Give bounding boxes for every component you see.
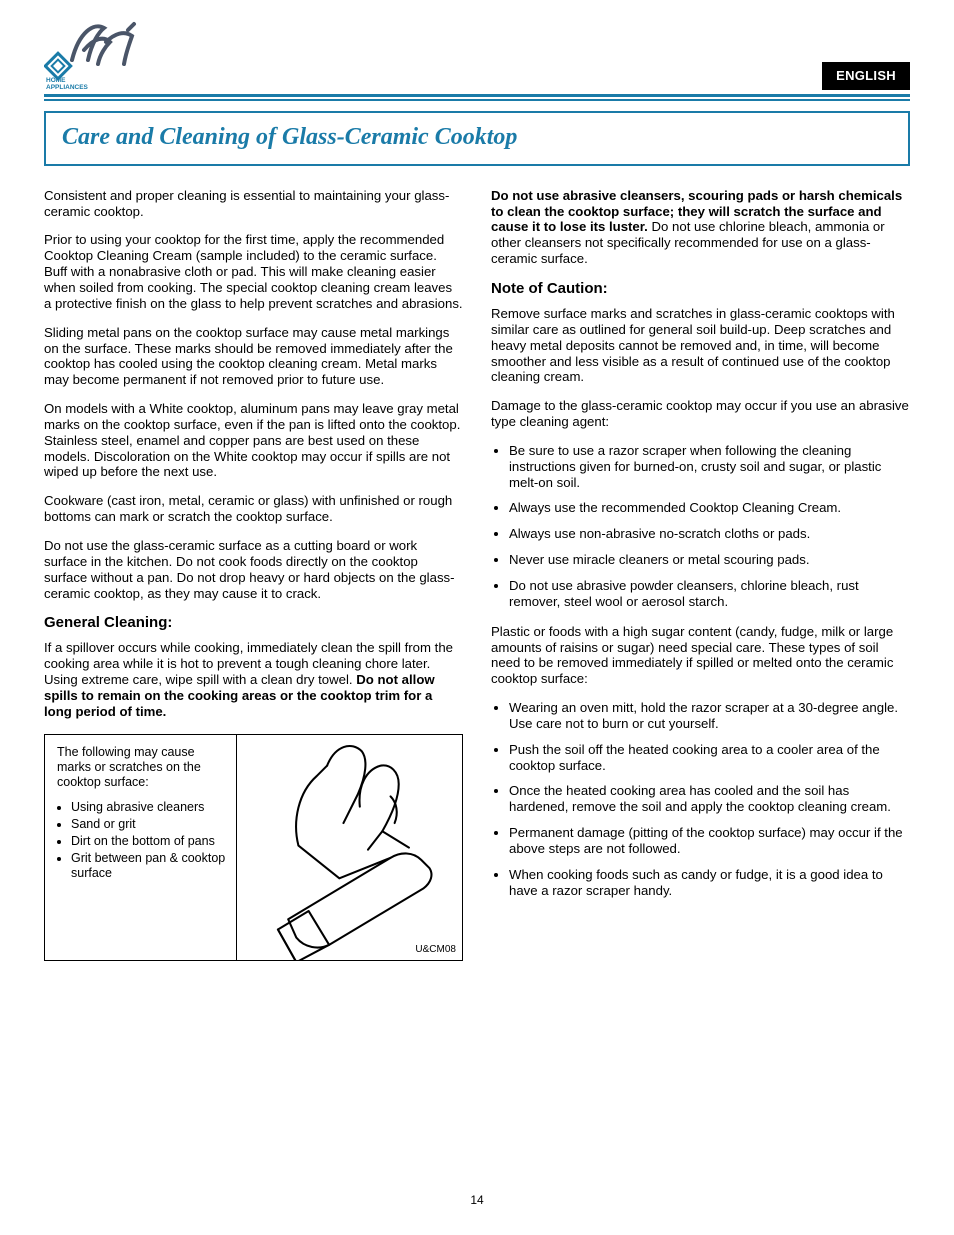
figure-id: U&CM08 [415, 944, 456, 956]
list-item: Grit between pan & cooktop surface [71, 851, 226, 881]
list-item: Sand or grit [71, 817, 226, 832]
body-text: Cookware (cast iron, metal, ceramic or g… [44, 493, 463, 525]
body-text: On models with a White cooktop, aluminum… [44, 401, 463, 480]
left-column: Consistent and proper cleaning is essent… [44, 188, 463, 961]
list-item: Permanent damage (pitting of the cooktop… [509, 825, 910, 857]
list-item: Always use non-abrasive no-scratch cloth… [509, 526, 910, 542]
figure-illustration: U&CM08 [237, 735, 462, 960]
body-text: Sliding metal pans on the cooktop surfac… [44, 325, 463, 388]
page-number: 14 [44, 1193, 910, 1207]
list-item: Never use miracle cleaners or metal scou… [509, 552, 910, 568]
list-item: Using abrasive cleaners [71, 800, 226, 815]
body-text: Prior to using your cooktop for the firs… [44, 232, 463, 311]
figure-box: The following may cause marks or scratch… [44, 734, 463, 961]
list-item: Dirt on the bottom of pans [71, 834, 226, 849]
list-item: Do not use abrasive powder cleansers, ch… [509, 578, 910, 610]
subheading-caution: Note of Caution: [491, 280, 910, 298]
svg-text:HOME: HOME [46, 77, 66, 84]
section-title: Care and Cleaning of Glass-Ceramic Cookt… [62, 123, 892, 152]
body-text: Do not use the glass-ceramic surface as … [44, 538, 463, 601]
section-title-box: Care and Cleaning of Glass-Ceramic Cookt… [44, 111, 910, 166]
bullet-list: Be sure to use a razor scraper when foll… [509, 443, 910, 610]
figure-caption: The following may cause marks or scratch… [57, 745, 226, 790]
body-text: Consistent and proper cleaning is essent… [44, 188, 463, 220]
bullet-list: Wearing an oven mitt, hold the razor scr… [509, 700, 910, 898]
header-rule [44, 94, 910, 101]
body-text: Do not use abrasive cleansers, scouring … [491, 188, 910, 267]
right-column: Do not use abrasive cleansers, scouring … [491, 188, 910, 961]
list-item: Be sure to use a razor scraper when foll… [509, 443, 910, 491]
list-item: Wearing an oven mitt, hold the razor scr… [509, 700, 910, 732]
list-item: Always use the recommended Cooktop Clean… [509, 500, 910, 516]
language-badge: ENGLISH [822, 62, 910, 90]
svg-text:APPLIANCES: APPLIANCES [46, 84, 89, 90]
body-text: Damage to the glass-ceramic cooktop may … [491, 398, 910, 430]
body-text: Remove surface marks and scratches in gl… [491, 306, 910, 385]
list-item: Once the heated cooking area has cooled … [509, 783, 910, 815]
brand-logo: HOME APPLIANCES [44, 20, 144, 90]
body-text: If a spillover occurs while cooking, imm… [44, 640, 463, 719]
list-item: When cooking foods such as candy or fudg… [509, 867, 910, 899]
list-item: Push the soil off the heated cooking are… [509, 742, 910, 774]
subheading-general-cleaning: General Cleaning: [44, 614, 463, 632]
body-text: Plastic or foods with a high sugar conte… [491, 624, 910, 687]
